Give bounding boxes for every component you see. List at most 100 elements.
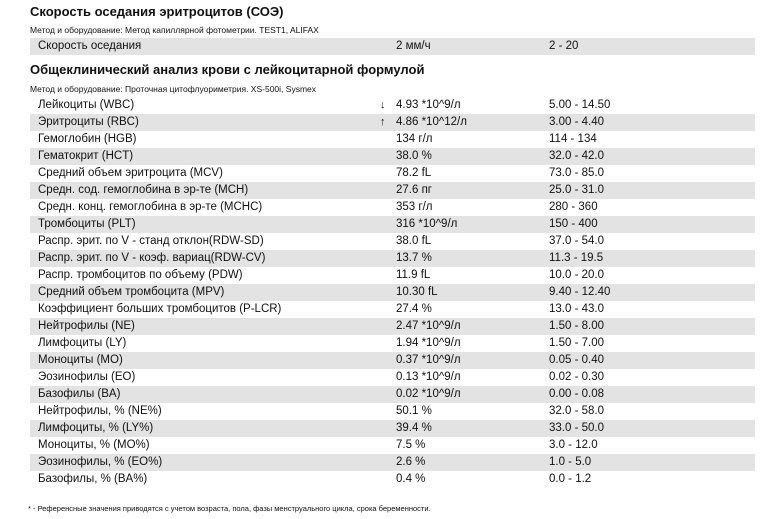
result-value: 50.1 %	[396, 405, 432, 417]
reference-range: 32.0 - 58.0	[549, 405, 604, 417]
reference-range: 1.50 - 7.00	[549, 337, 604, 349]
reference-range: 25.0 - 31.0	[549, 184, 604, 196]
test-name: Распр. эрит. по V - станд отклон(RDW-SD)	[38, 235, 264, 247]
result-value: 1.94 *10^9/л	[396, 337, 461, 349]
test-name: Эритроциты (RBC)	[38, 116, 139, 128]
test-name: Средн. сод. гемоглобина в эр-те (MCH)	[38, 184, 249, 196]
table-row: Нейтрофилы, % (NE%) 50.1 % 32.0 - 58.0	[30, 403, 755, 420]
result-value: 0.37 *10^9/л	[396, 354, 461, 366]
reference-footnote: * - Референсные значения приводятся с уч…	[28, 504, 431, 513]
reference-range: 114 - 134	[549, 133, 597, 145]
test-name: Лимфоциты, % (LY%)	[38, 422, 154, 434]
esr-method: Метод и оборудование: Метод капиллярной …	[30, 25, 319, 35]
reference-range: 1.50 - 8.00	[549, 320, 604, 332]
cbc-method: Метод и оборудование: Проточная цитофлуо…	[30, 84, 316, 94]
result-value: 39.4 %	[396, 422, 432, 434]
reference-range: 150 - 400	[549, 218, 598, 230]
test-name: Моноциты (MO)	[38, 354, 123, 366]
result-value: 13.7 %	[396, 252, 432, 264]
table-row: Эозинофилы, % (EO%) 2.6 % 1.0 - 5.0	[30, 454, 755, 471]
reference-range: 280 - 360	[549, 201, 598, 213]
test-name: Распр. тромбоцитов по объему (PDW)	[38, 269, 243, 281]
reference-range: 0.0 - 1.2	[549, 473, 592, 485]
flag-arrow-icon: ↓	[380, 99, 386, 111]
flag-arrow-icon: ↑	[380, 116, 386, 128]
table-row: Тромбоциты (PLT) 316 *10^9/л 150 - 400	[30, 216, 755, 233]
reference-range: 3.00 - 4.40	[549, 116, 604, 128]
result-value: 0.13 *10^9/л	[396, 371, 461, 383]
esr-section-title: Скорость оседания эритроцитов (СОЭ)	[30, 4, 284, 19]
cbc-results-table: Лейкоциты (WBC) ↓ 4.93 *10^9/л 5.00 - 14.50…	[30, 97, 755, 488]
table-row: Средний объем тромбоцита (MPV) 10.30 fL 9.…	[30, 284, 755, 301]
reference-range: 0.00 - 0.08	[549, 388, 604, 400]
table-row: Эритроциты (RBC) ↑ 4.86 *10^12/л 3.00 - 4.4…	[30, 114, 755, 131]
table-row: Базофилы (BA) 0.02 *10^9/л 0.00 - 0.08	[30, 386, 755, 403]
result-value: 4.93 *10^9/л	[396, 99, 461, 111]
result-value: 0.4 %	[396, 473, 426, 485]
reference-range: 0.02 - 0.30	[549, 371, 604, 383]
reference-range: 73.0 - 85.0	[549, 167, 604, 179]
table-row: Распр. тромбоцитов по объему (PDW) 11.9 f…	[30, 267, 755, 284]
test-name: Базофилы (BA)	[38, 388, 121, 400]
test-name: Средний объем эритроцита (MCV)	[38, 167, 223, 179]
cbc-section-title: Общеклинический анализ крови с лейкоцита…	[30, 62, 425, 77]
test-name: Моноциты, % (MO%)	[38, 439, 150, 451]
test-name: Нейтрофилы, % (NE%)	[38, 405, 162, 417]
result-value: 316 *10^9/л	[396, 218, 458, 230]
table-row: Моноциты, % (MO%) 7.5 % 3.0 - 12.0	[30, 437, 755, 454]
result-value: 78.2 fL	[396, 167, 432, 179]
test-name: Базофилы, % (BA%)	[38, 473, 148, 485]
table-row: Средний объем эритроцита (MCV) 78.2 fL 73.…	[30, 165, 755, 182]
reference-range: 1.0 - 5.0	[549, 456, 592, 468]
test-name: Лейкоциты (WBC)	[38, 99, 135, 111]
reference-range: 32.0 - 42.0	[549, 150, 604, 162]
result-value: 353 г/л	[396, 201, 433, 213]
result-value: 10.30 fL	[396, 286, 438, 298]
result-value: 7.5 %	[396, 439, 426, 451]
table-row: Гематокрит (HCT) 38.0 % 32.0 - 42.0	[30, 148, 755, 165]
reference-range: 37.0 - 54.0	[549, 235, 604, 247]
reference-range: 10.0 - 20.0	[549, 269, 604, 281]
test-name: Средний объем тромбоцита (MPV)	[38, 286, 225, 298]
table-row: Лимфоциты (LY) 1.94 *10^9/л 1.50 - 7.00	[30, 335, 755, 352]
result-value: 38.0 %	[396, 150, 432, 162]
reference-range: 3.0 - 12.0	[549, 439, 598, 451]
table-row: Коэффициент больших тромбоцитов (P-LCR) 2…	[30, 301, 755, 318]
table-row: Лимфоциты, % (LY%) 39.4 % 33.0 - 50.0	[30, 420, 755, 437]
test-name: Средн. конц. гемоглобина в эр-те (MCHC)	[38, 201, 263, 213]
test-name: Нейтрофилы (NE)	[38, 320, 135, 332]
test-name: Распр. эрит. по V - коэф. вариац(RDW-CV)	[38, 252, 266, 264]
table-row: Скорость оседания 2 мм/ч 2 - 20	[30, 38, 755, 55]
reference-range: 9.40 - 12.40	[549, 286, 611, 298]
result-value: 11.9 fL	[396, 269, 431, 281]
test-name: Лимфоциты (LY)	[38, 337, 127, 349]
result-value: 38.0 fL	[396, 235, 432, 247]
test-name: Коэффициент больших тромбоцитов (P-LCR)	[38, 303, 282, 315]
result-value: 2 мм/ч	[396, 40, 431, 52]
reference-range: 0.05 - 0.40	[549, 354, 604, 366]
test-name: Гемоглобин (HGB)	[38, 133, 137, 145]
table-row: Нейтрофилы (NE) 2.47 *10^9/л 1.50 - 8.00	[30, 318, 755, 335]
result-value: 2.47 *10^9/л	[396, 320, 461, 332]
reference-range: 13.0 - 43.0	[549, 303, 604, 315]
table-row: Средн. конц. гемоглобина в эр-те (MCHC) 3…	[30, 199, 755, 216]
table-row: Моноциты (MO) 0.37 *10^9/л 0.05 - 0.40	[30, 352, 755, 369]
result-value: 27.6 пг	[396, 184, 432, 196]
reference-range: 2 - 20	[549, 40, 579, 52]
test-name: Тромбоциты (PLT)	[38, 218, 136, 230]
test-name: Скорость оседания	[38, 40, 142, 52]
table-row: Гемоглобин (HGB) 134 г/л 114 - 134	[30, 131, 755, 148]
result-value: 0.02 *10^9/л	[396, 388, 461, 400]
reference-range: 5.00 - 14.50	[549, 99, 611, 111]
table-row: Распр. эрит. по V - коэф. вариац(RDW-CV)…	[30, 250, 755, 267]
reference-range: 33.0 - 50.0	[549, 422, 604, 434]
table-row: Эозинофилы (EO) 0.13 *10^9/л 0.02 - 0.30	[30, 369, 755, 386]
result-value: 2.6 %	[396, 456, 426, 468]
table-row: Распр. эрит. по V - станд отклон(RDW-SD)…	[30, 233, 755, 250]
test-name: Эозинофилы, % (EO%)	[38, 456, 163, 468]
table-row: Средн. сод. гемоглобина в эр-те (MCH) 27.…	[30, 182, 755, 199]
table-row: Базофилы, % (BA%) 0.4 % 0.0 - 1.2	[30, 471, 755, 488]
result-value: 134 г/л	[396, 133, 433, 145]
result-value: 27.4 %	[396, 303, 432, 315]
test-name: Эозинофилы (EO)	[38, 371, 136, 383]
